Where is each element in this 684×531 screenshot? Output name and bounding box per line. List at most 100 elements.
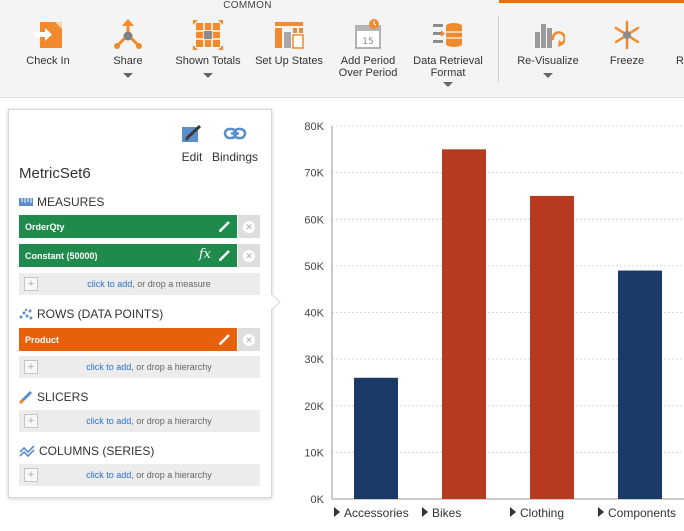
- columns-dropzone[interactable]: + click to add, or drop a hierarchy: [19, 464, 260, 486]
- y-tick-label: 20K: [304, 401, 324, 413]
- slicers-heading-label: SLICERS: [37, 390, 89, 404]
- close-icon: ✕: [243, 333, 255, 346]
- snowflake-icon: [614, 20, 640, 50]
- bar[interactable]: [618, 270, 662, 499]
- measure-chip-constant[interactable]: Constant (50000) fx: [19, 244, 237, 267]
- calendar-icon: 15: [355, 19, 381, 49]
- measures-heading-label: MEASURES: [37, 195, 105, 209]
- re-visualize-button[interactable]: Re-Visualize: [514, 18, 582, 78]
- expand-arrow-icon[interactable]: [510, 507, 516, 517]
- edit-label: Edit: [181, 150, 203, 164]
- metric-set-title: MetricSet6: [19, 165, 91, 182]
- rows-heading-label: ROWS (DATA POINTS): [37, 307, 164, 321]
- ribbon-separator: [498, 16, 499, 82]
- x-tick-label[interactable]: Bikes: [432, 506, 461, 520]
- plus-icon[interactable]: +: [24, 277, 38, 291]
- scatter-points-icon: [19, 308, 33, 320]
- add-period-label: Add Period: [340, 55, 396, 67]
- format-label: Format: [430, 67, 466, 79]
- pencil-icon[interactable]: [218, 333, 231, 346]
- share-button[interactable]: Share: [104, 18, 152, 78]
- ribbon-active-accent: [499, 0, 684, 3]
- remove-measure-orderqty-button[interactable]: ✕: [238, 215, 260, 238]
- shown-totals-dropdown-caret[interactable]: [203, 73, 213, 78]
- edit-button[interactable]: Edit: [179, 124, 205, 164]
- cut-off-ribbon-button[interactable]: R: [674, 18, 684, 67]
- cut-off-label: R: [676, 55, 684, 67]
- ruler-icon: [19, 198, 33, 206]
- y-tick-label: 60K: [304, 214, 324, 226]
- edit-icon: [182, 124, 202, 142]
- re-visualize-label: Re-Visualize: [517, 55, 579, 67]
- bar[interactable]: [442, 149, 486, 499]
- share-dropdown-caret[interactable]: [123, 73, 133, 78]
- data-retrieval-dropdown-caret[interactable]: [443, 82, 453, 87]
- columns-heading-label: COLUMNS (SERIES): [39, 444, 155, 458]
- bar-chart-svg: 0K 10K 20K 30K 40K 50K 60K 70K 80K Accessories Bik…: [304, 121, 684, 520]
- x-tick-label[interactable]: Accessories: [344, 506, 409, 520]
- pencil-icon[interactable]: [218, 249, 231, 262]
- metric-set-panel: Edit Bindings MetricSet6 MEASURES OrderQ…: [8, 109, 272, 498]
- slicers-click-to-add-link[interactable]: click to add: [86, 416, 132, 426]
- measures-heading: MEASURES: [19, 195, 104, 209]
- remove-row-product-button[interactable]: ✕: [238, 328, 260, 351]
- rows-dropzone[interactable]: + click to add, or drop a hierarchy: [19, 356, 260, 378]
- check-in-button[interactable]: Check In: [20, 18, 76, 67]
- y-tick-label: 30K: [304, 354, 324, 366]
- expand-arrow-icon[interactable]: [422, 507, 428, 517]
- pencil-icon[interactable]: [218, 220, 231, 233]
- bar[interactable]: [354, 377, 398, 499]
- rows-heading: ROWS (DATA POINTS): [19, 307, 163, 321]
- set-up-states-label: Set Up States: [255, 55, 323, 67]
- check-in-icon: [34, 22, 62, 48]
- add-period-over-period-button[interactable]: 15 Add Period Over Period: [337, 18, 399, 79]
- columns-drop-hint: , or drop a hierarchy: [131, 470, 212, 480]
- data-retrieval-format-button[interactable]: Data Retrieval Format: [413, 18, 483, 87]
- plus-icon[interactable]: +: [24, 468, 38, 482]
- x-tick-label[interactable]: Components: [608, 506, 676, 520]
- link-icon: [223, 127, 247, 140]
- bindings-button[interactable]: Bindings: [211, 124, 259, 164]
- series-lines-icon: [19, 445, 35, 457]
- slicers-drop-hint: , or drop a hierarchy: [131, 416, 212, 426]
- slicers-dropzone[interactable]: + click to add, or drop a hierarchy: [19, 410, 260, 432]
- set-up-states-button[interactable]: Set Up States: [254, 18, 324, 67]
- y-tick-label: 0K: [311, 494, 325, 506]
- slicer-knife-icon: [19, 390, 33, 404]
- slicers-heading: SLICERS: [19, 390, 88, 404]
- over-period-label: Over Period: [338, 67, 398, 79]
- x-tick-label[interactable]: Clothing: [520, 506, 564, 520]
- close-icon: ✕: [243, 220, 255, 233]
- freeze-button[interactable]: Freeze: [604, 18, 650, 67]
- columns-click-to-add-link[interactable]: click to add: [86, 470, 132, 480]
- columns-heading: COLUMNS (SERIES): [19, 444, 154, 458]
- expand-arrow-icon[interactable]: [598, 507, 604, 517]
- measures-dropzone[interactable]: + click to add, or drop a measure: [19, 273, 260, 295]
- svg-text:15: 15: [362, 37, 373, 47]
- share-label: Share: [113, 55, 143, 67]
- y-tick-label: 50K: [304, 261, 324, 273]
- re-visualize-icon: [535, 24, 565, 48]
- measure-chip-orderqty[interactable]: OrderQty: [19, 215, 237, 238]
- expand-arrow-icon[interactable]: [334, 507, 340, 517]
- measure-chip-label: Constant (50000): [25, 250, 98, 261]
- y-tick-label: 80K: [304, 121, 324, 133]
- shown-totals-icon: [193, 20, 223, 50]
- row-chip-product[interactable]: Product: [19, 328, 237, 351]
- re-visualize-dropdown-caret[interactable]: [543, 73, 553, 78]
- bindings-label: Bindings: [211, 150, 259, 164]
- shown-totals-label: Shown Totals: [175, 55, 241, 67]
- ribbon-group-label: COMMON: [223, 0, 272, 11]
- shown-totals-button[interactable]: Shown Totals: [175, 18, 241, 78]
- bar[interactable]: [530, 195, 574, 499]
- measures-click-to-add-link[interactable]: click to add: [87, 279, 133, 289]
- set-up-states-icon: [275, 22, 304, 49]
- rows-click-to-add-link[interactable]: click to add: [86, 362, 132, 372]
- rows-drop-hint: , or drop a hierarchy: [131, 362, 212, 372]
- plus-icon[interactable]: +: [24, 360, 38, 374]
- remove-measure-constant-button[interactable]: ✕: [238, 244, 260, 267]
- plus-icon[interactable]: +: [24, 414, 38, 428]
- formula-icon[interactable]: fx: [198, 247, 211, 262]
- data-retrieval-label: Data Retrieval: [413, 55, 483, 67]
- panel-pointer-arrow: [271, 294, 281, 310]
